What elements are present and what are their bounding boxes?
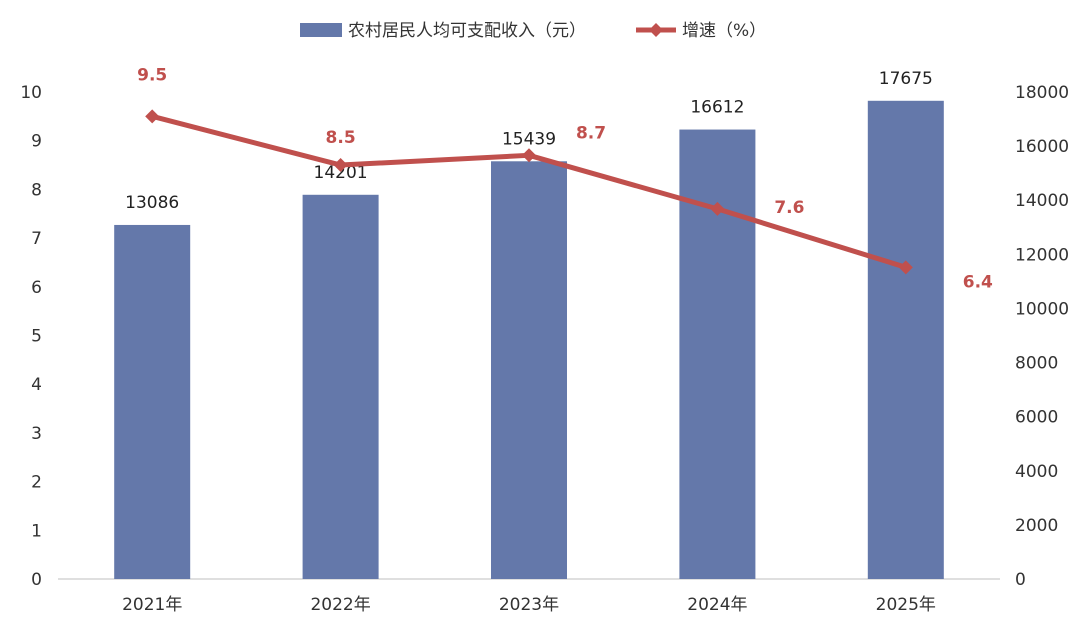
right-axis-tick-label: 16000 bbox=[1015, 137, 1069, 157]
x-axis-category-label: 2024年 bbox=[687, 595, 747, 615]
legend: 农村居民人均可支配收入（元） 增速（%） bbox=[300, 21, 766, 41]
income-bar-label: 15439 bbox=[502, 129, 556, 149]
x-axis-category-label: 2025年 bbox=[876, 595, 936, 615]
income-bar bbox=[867, 100, 944, 579]
income-bar-label: 13086 bbox=[125, 193, 179, 213]
income-bar-label: 17675 bbox=[879, 69, 933, 89]
legend-bar-label: 农村居民人均可支配收入（元） bbox=[348, 21, 586, 41]
income-bar bbox=[114, 224, 191, 580]
growth-marker bbox=[522, 148, 536, 163]
left-axis: 0 1 2 3 4 5 6 7 8 9 10 bbox=[20, 83, 42, 590]
right-axis-tick-label: 10000 bbox=[1015, 299, 1069, 319]
left-axis-tick-label: 4 bbox=[31, 375, 42, 395]
left-axis-tick-label: 6 bbox=[31, 278, 42, 298]
left-axis-tick-label: 8 bbox=[31, 180, 42, 200]
right-axis-tick-label: 18000 bbox=[1015, 83, 1069, 103]
growth-label: 9.5 bbox=[137, 65, 167, 85]
legend-line-marker bbox=[649, 23, 663, 37]
income-bar bbox=[491, 161, 567, 579]
growth-label: 6.4 bbox=[963, 272, 993, 292]
income-bar bbox=[302, 194, 379, 579]
x-axis-category-label: 2021年 bbox=[122, 595, 182, 615]
growth-label: 7.6 bbox=[774, 198, 804, 218]
growth-marker bbox=[145, 109, 160, 124]
growth-label: 8.5 bbox=[326, 128, 356, 148]
legend-bar-swatch bbox=[300, 23, 342, 37]
growth-marker bbox=[898, 260, 913, 275]
income-bar bbox=[679, 129, 756, 580]
left-axis-tick-label: 5 bbox=[31, 327, 42, 347]
right-axis-tick-label: 2000 bbox=[1015, 516, 1058, 536]
left-axis-tick-label: 10 bbox=[20, 83, 42, 103]
growth-marker bbox=[710, 201, 725, 216]
left-axis-tick-label: 0 bbox=[31, 570, 42, 590]
growth-labels: 9.5 8.5 8.7 7.6 6.4 bbox=[137, 65, 993, 292]
right-axis-tick-label: 0 bbox=[1015, 570, 1026, 590]
x-axis-category-label: 2022年 bbox=[310, 595, 370, 615]
bar-labels: 13086 14201 15439 16612 17675 bbox=[125, 69, 933, 213]
right-axis-tick-label: 14000 bbox=[1015, 191, 1069, 211]
legend-line-label: 增速（%） bbox=[682, 21, 766, 41]
growth-marker bbox=[333, 158, 348, 173]
right-axis-tick-label: 12000 bbox=[1015, 245, 1069, 265]
growth-line bbox=[145, 109, 913, 275]
x-axis-category-label: 2023年 bbox=[499, 595, 559, 615]
left-axis-tick-label: 3 bbox=[31, 424, 42, 444]
income-bar-label: 14201 bbox=[314, 163, 368, 183]
right-axis-tick-label: 4000 bbox=[1015, 462, 1058, 482]
left-axis-tick-label: 1 bbox=[31, 521, 42, 541]
left-axis-tick-label: 9 bbox=[31, 132, 42, 152]
growth-label: 8.7 bbox=[576, 123, 606, 143]
left-axis-tick-label: 7 bbox=[31, 229, 42, 249]
right-axis: 0 2000 4000 6000 8000 10000 12000 14000 16000 180… bbox=[1015, 83, 1069, 590]
right-axis-tick-label: 6000 bbox=[1015, 408, 1058, 428]
income-bar-label: 16612 bbox=[690, 98, 744, 118]
bars bbox=[114, 100, 944, 580]
x-axis-labels: 2021年 2022年 2023年 2024年 2025年 bbox=[122, 595, 936, 615]
right-axis-tick-label: 8000 bbox=[1015, 354, 1058, 374]
left-axis-tick-label: 2 bbox=[31, 473, 42, 493]
